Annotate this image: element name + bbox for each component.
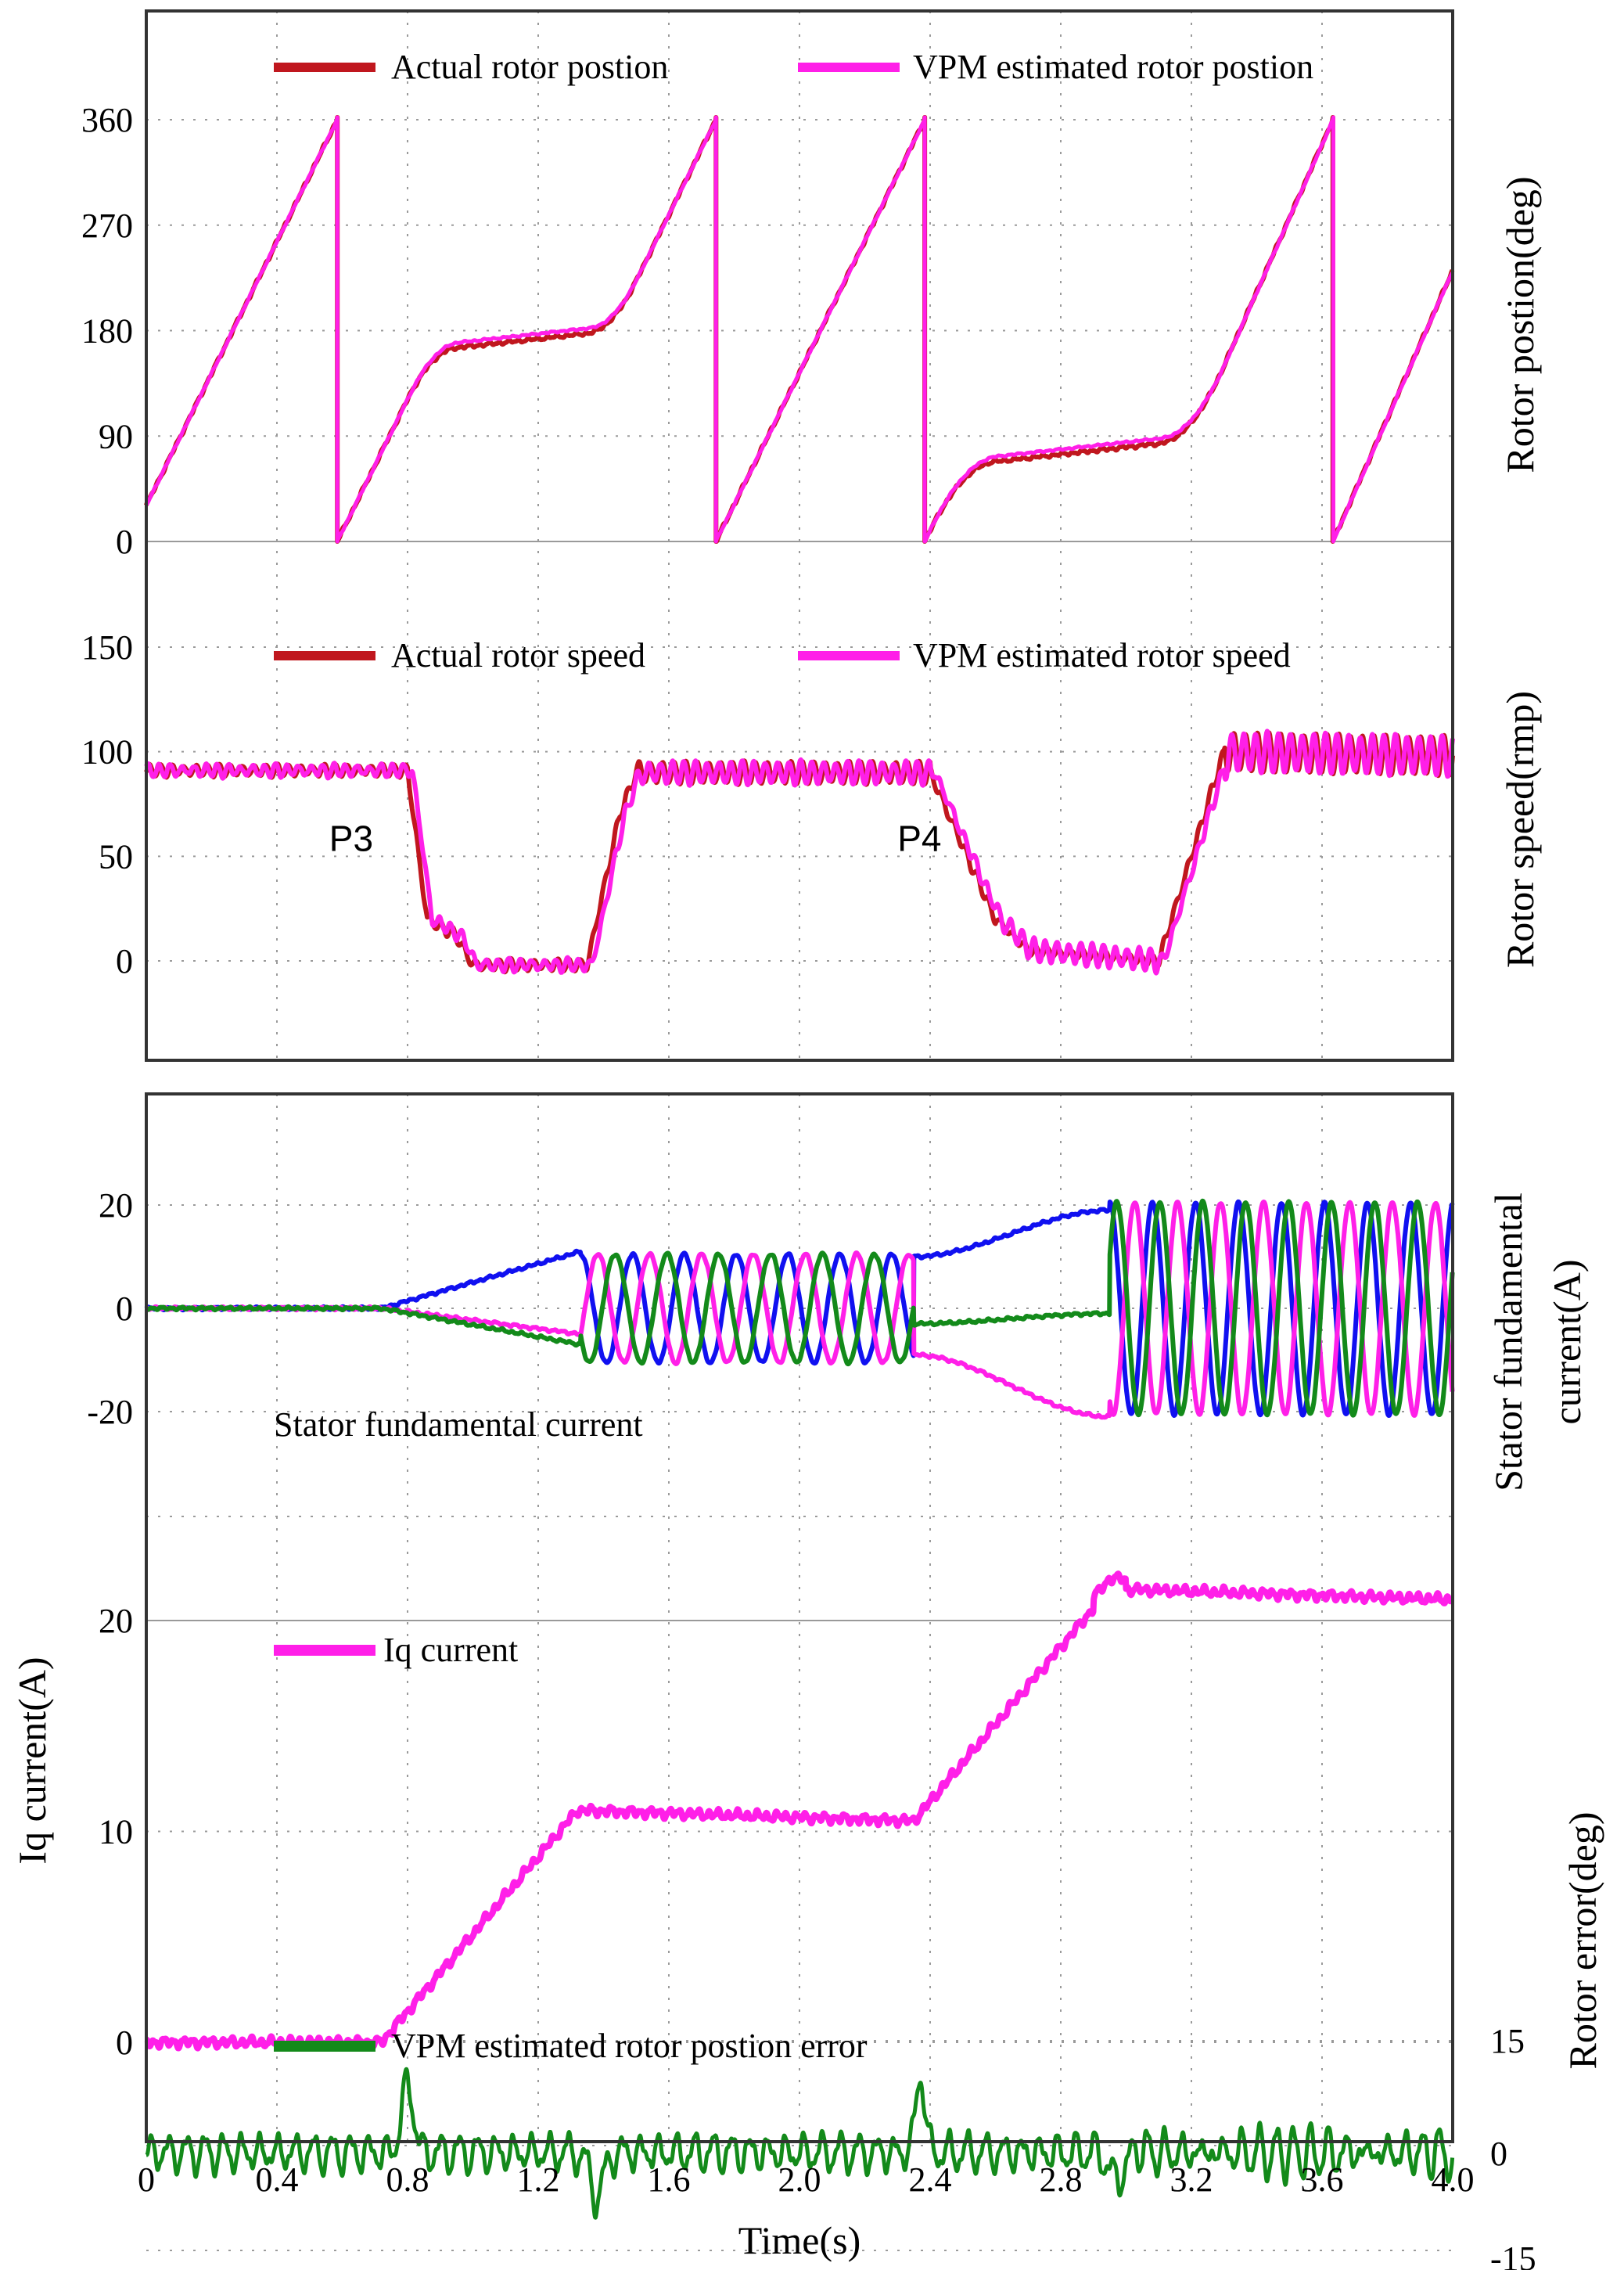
y-tick-label: 150 [81, 628, 133, 667]
x-tick-label: 0.8 [386, 2160, 429, 2199]
estimated-speed-line [144, 728, 1455, 976]
legend-label: Iq current [383, 1631, 518, 1669]
y-axis-label-speed: Rotor speed(rmp) [1498, 691, 1542, 968]
position-error-line [145, 2067, 1455, 2220]
stator-phase-c-line [144, 1198, 1455, 1418]
x-tick-label: 2.4 [909, 2160, 952, 2199]
y-axis-label-iq: Iq current(A) [10, 1657, 54, 1864]
y-tick-label: 20 [99, 1602, 133, 1640]
y-tick-label: 100 [81, 733, 133, 772]
panel-stator: Stator fundamental current -20 0 20 Stator f… [87, 1094, 1589, 2142]
legend-label: VPM estimated rotor postion [913, 48, 1313, 86]
x-tick-label: 0.4 [256, 2160, 299, 2199]
y-tick-label: 0 [1490, 2135, 1507, 2173]
y-tick-label: 15 [1490, 2022, 1525, 2060]
y-tick-label: 0 [116, 942, 133, 980]
y-tick-label: -15 [1490, 2239, 1536, 2270]
y-tick-label: 20 [99, 1186, 133, 1225]
y-tick-label: 270 [81, 207, 133, 245]
panel-position: 0 90 180 270 360 Actual rotor postion VPM esti… [81, 11, 1542, 1060]
y-axis-label-position: Rotor postion(deg) [1498, 176, 1542, 473]
legend-label: VPM estimated rotor postion error [391, 2027, 868, 2065]
y-tick-label: 50 [99, 837, 133, 876]
y-tick-label: 180 [81, 312, 133, 351]
plot-frame-1 [145, 9, 1454, 1062]
panel-iq-error: 0 10 20 15 0 -15 Iq current VPM estimated rotor… [10, 1570, 1604, 2270]
y-tick-label: 360 [81, 101, 133, 139]
y-tick-label: 90 [99, 417, 133, 455]
panel-speed: P3 P4 0 50 100 150 Actual rotor speed VPM estim… [81, 628, 1542, 980]
x-tick-label: 2.0 [778, 2160, 821, 2199]
y-tick-label: -20 [87, 1393, 133, 1431]
plot-frame-2 [145, 1092, 1454, 2143]
annotation-p4: P4 [897, 818, 941, 859]
y-axis-label-stator-2: current(A) [1545, 1260, 1589, 1425]
x-tick-label: 3.2 [1170, 2160, 1213, 2199]
annotation-p3: P3 [329, 818, 373, 859]
legend-label: Actual rotor speed [391, 636, 645, 675]
legend-label: VPM estimated rotor speed [913, 636, 1291, 675]
stator-caption: Stator fundamental current [274, 1405, 643, 1444]
y-tick-label: 10 [99, 1813, 133, 1851]
x-tick-label: 1.6 [648, 2160, 691, 2199]
y-axis-label-error: Rotor error(deg) [1561, 1811, 1604, 2069]
y-tick-label: 0 [116, 2024, 133, 2062]
y-tick-label: 0 [116, 1290, 133, 1328]
x-tick-label: 4.0 [1432, 2160, 1475, 2199]
x-tick-label: 3.6 [1301, 2160, 1344, 2199]
y-tick-label: 0 [116, 523, 133, 561]
estimated-position-line [144, 115, 1454, 544]
x-tick-label: 2.8 [1040, 2160, 1083, 2199]
legend-label: Actual rotor postion [391, 48, 668, 86]
x-tick-label: 0 [138, 2160, 155, 2199]
x-tick-label: 1.2 [517, 2160, 560, 2199]
x-axis: 0 0.4 0.8 1.2 1.6 2.0 2.4 2.8 3.2 3.6 4.0 Time(s) [138, 9, 1475, 2262]
x-axis-label: Time(s) [738, 2218, 861, 2262]
y-axis-label-stator-1: Stator fundamental [1486, 1193, 1530, 1491]
